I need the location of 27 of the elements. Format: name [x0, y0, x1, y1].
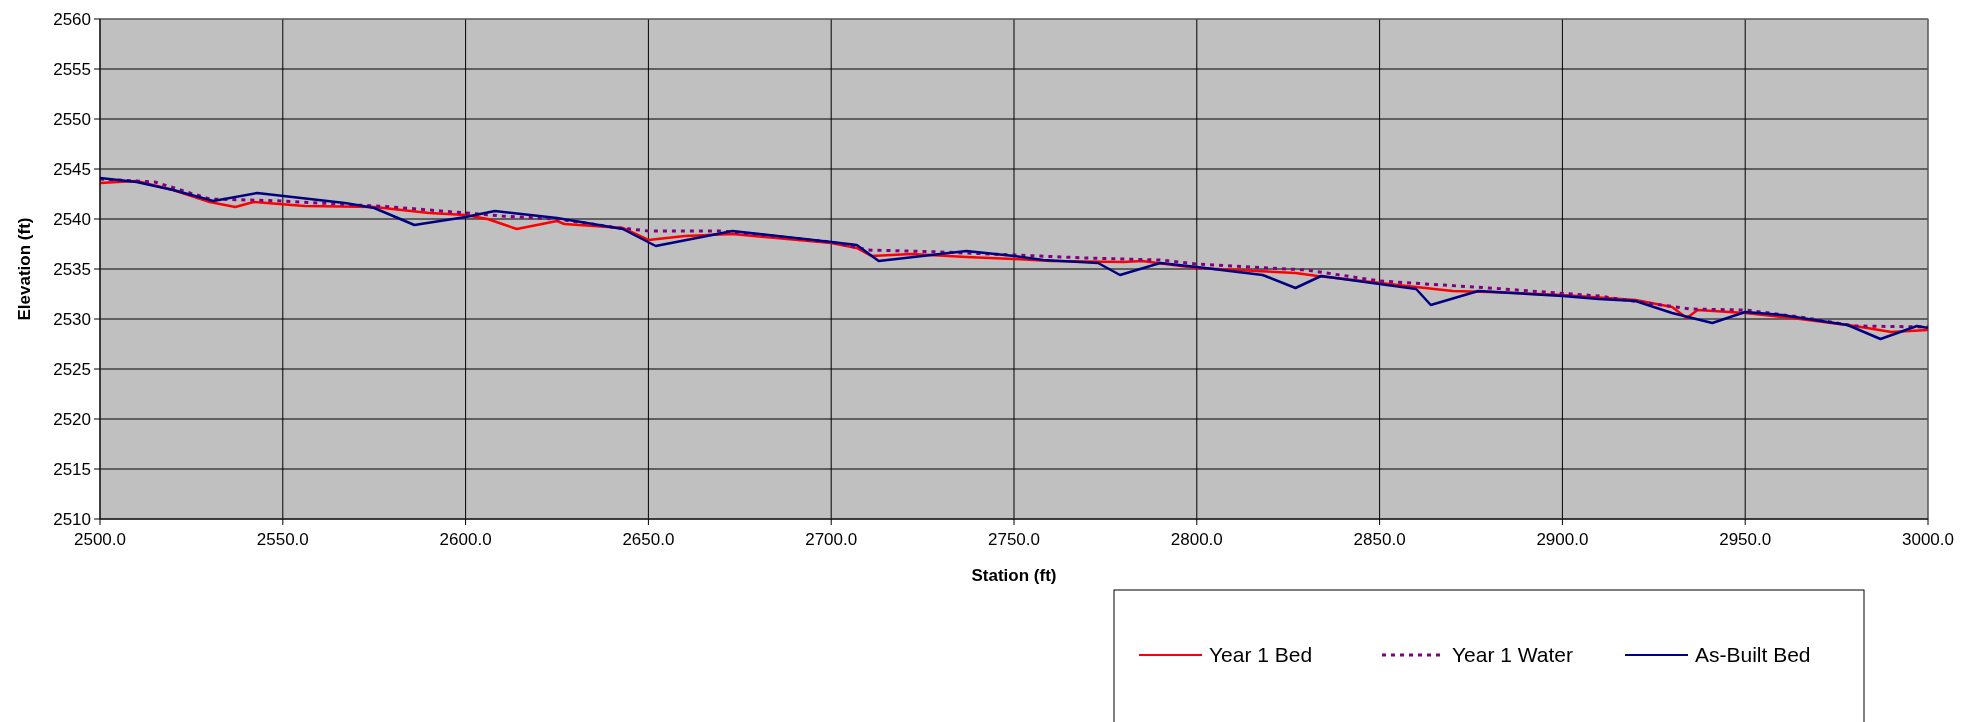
y-tick-label: 2550 [53, 109, 91, 129]
x-tick-label: 2550.0 [256, 530, 309, 549]
x-axis-title: Station (ft) [971, 566, 1057, 585]
y-tick-label: 2530 [53, 309, 91, 329]
legend-label: Year 1 Bed [1209, 643, 1313, 667]
x-tick-label: 2800.0 [1170, 530, 1223, 549]
legend-label: As-Built Bed [1695, 643, 1811, 667]
x-tick-label: 2600.0 [439, 530, 492, 549]
x-tick-label: 2650.0 [622, 530, 675, 549]
y-tick-label: 2510 [53, 509, 91, 529]
x-tick-label: 2750.0 [988, 530, 1040, 549]
y-tick-label: 2555 [53, 59, 91, 79]
x-tick-label: 3000.0 [1902, 530, 1954, 549]
y-tick-label: 2540 [53, 209, 91, 229]
y-axis-title: Elevation (ft) [15, 217, 34, 321]
legend-label: Year 1 Water [1452, 643, 1574, 667]
y-tick-label: 2535 [53, 259, 91, 279]
y-tick-label: 2525 [53, 359, 91, 379]
x-tick-label: 2700.0 [805, 530, 858, 549]
y-tick-label: 2545 [53, 159, 91, 179]
y-tick-label: 2520 [53, 409, 91, 429]
y-tick-label: 2515 [53, 459, 91, 479]
x-tick-label: 2900.0 [1536, 530, 1589, 549]
x-tick-label: 2500.0 [74, 530, 126, 549]
x-tick-label: 2950.0 [1719, 530, 1772, 549]
x-tick-label: 2850.0 [1353, 530, 1406, 549]
y-tick-label: 2560 [53, 9, 91, 29]
